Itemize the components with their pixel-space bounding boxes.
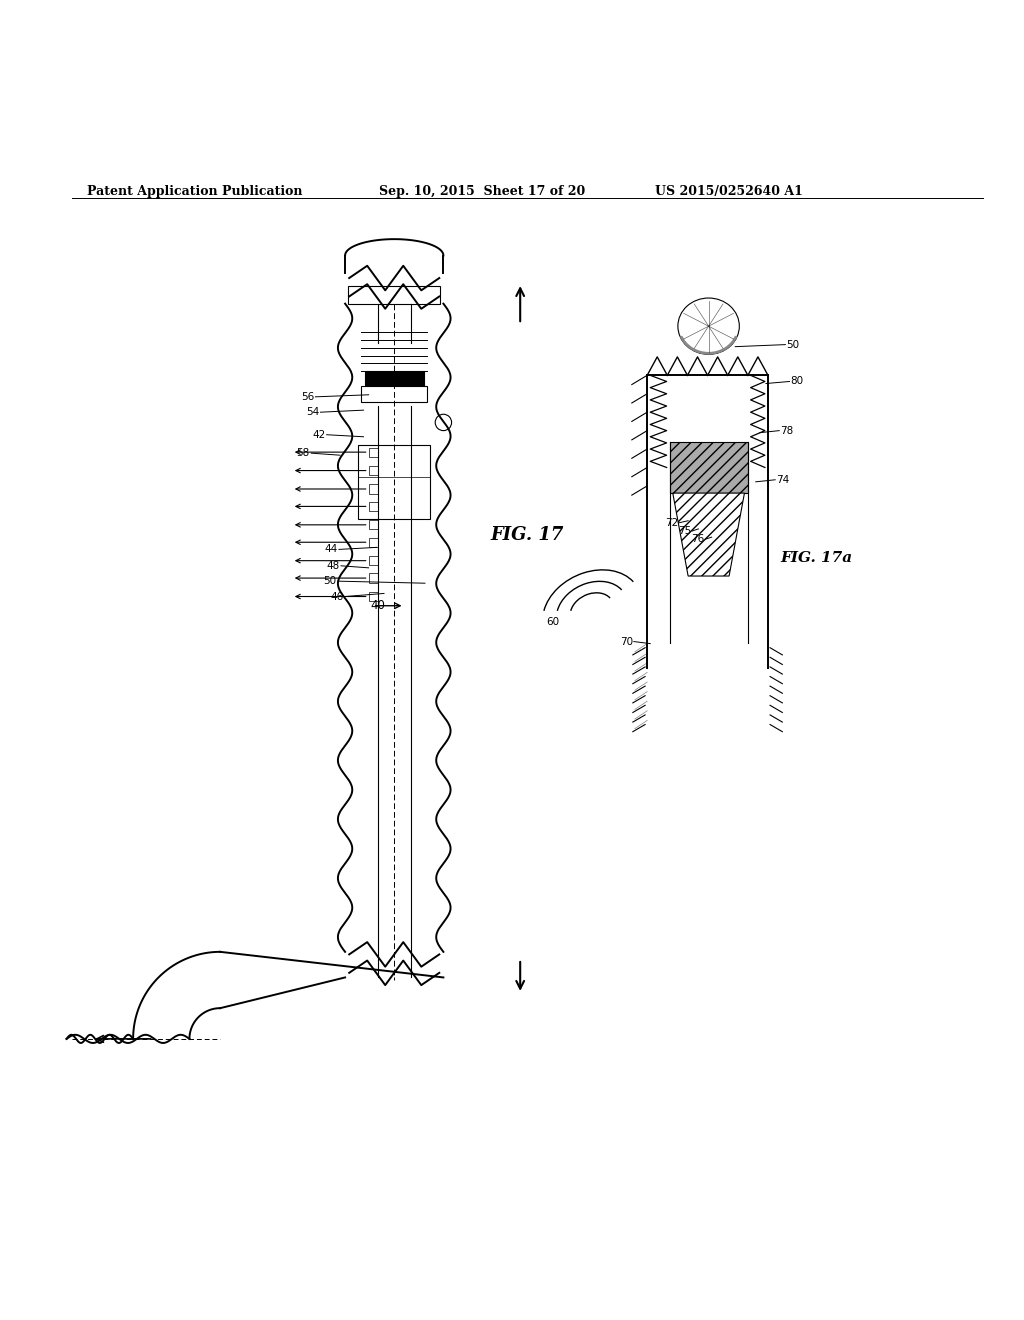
- Bar: [369, 466, 378, 475]
- Text: FIG. 17: FIG. 17: [490, 527, 564, 544]
- Bar: [369, 520, 378, 529]
- Text: 48: 48: [327, 561, 340, 570]
- Text: 40: 40: [371, 599, 386, 612]
- Bar: [361, 385, 427, 403]
- Text: Patent Application Publication: Patent Application Publication: [87, 185, 302, 198]
- Text: 50: 50: [786, 339, 800, 350]
- Text: 80: 80: [791, 376, 804, 387]
- Text: 75: 75: [678, 525, 691, 536]
- Text: 78: 78: [780, 425, 794, 436]
- Text: 46: 46: [331, 591, 344, 602]
- Text: Sep. 10, 2015  Sheet 17 of 20: Sep. 10, 2015 Sheet 17 of 20: [379, 185, 585, 198]
- Circle shape: [435, 414, 452, 430]
- Text: 72: 72: [665, 517, 678, 528]
- Bar: [369, 484, 378, 494]
- Text: 60: 60: [546, 618, 559, 627]
- Bar: [369, 591, 378, 601]
- Text: 70: 70: [620, 636, 633, 647]
- Text: US 2015/0252640 A1: US 2015/0252640 A1: [655, 185, 803, 198]
- Text: 42: 42: [312, 430, 326, 440]
- Text: 44: 44: [325, 544, 338, 554]
- Text: 56: 56: [301, 392, 314, 401]
- Text: 74: 74: [776, 475, 790, 484]
- Bar: [369, 502, 378, 511]
- Polygon shape: [673, 494, 744, 576]
- Text: 76: 76: [691, 535, 705, 544]
- Bar: [369, 573, 378, 582]
- Text: 50: 50: [323, 576, 336, 586]
- Bar: [358, 445, 430, 519]
- Bar: [365, 371, 424, 385]
- Bar: [348, 286, 440, 304]
- Text: 54: 54: [306, 407, 319, 417]
- Text: 58: 58: [296, 449, 309, 458]
- Text: FIG. 17a: FIG. 17a: [780, 550, 852, 565]
- Bar: [670, 442, 748, 494]
- Bar: [369, 556, 378, 565]
- Bar: [369, 447, 378, 457]
- Bar: [369, 537, 378, 546]
- Ellipse shape: [678, 298, 739, 354]
